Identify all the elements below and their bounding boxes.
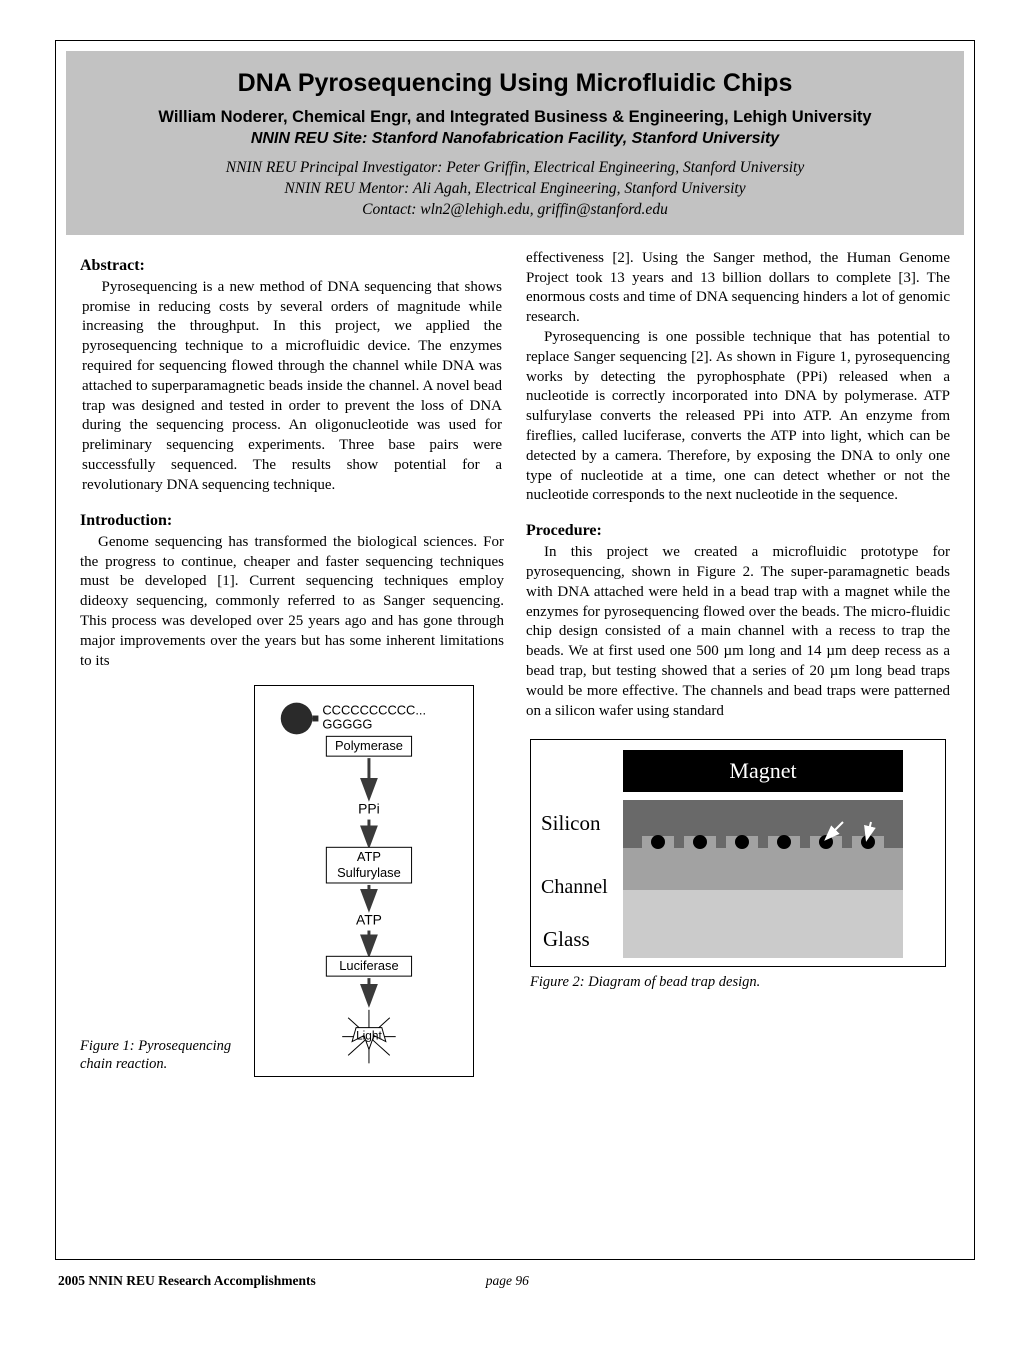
introduction-heading: Introduction: xyxy=(80,510,504,531)
channel-label: Channel xyxy=(541,874,608,900)
paper-header: DNA Pyrosequencing Using Microfluidic Ch… xyxy=(66,51,964,235)
footer-page: page 96 xyxy=(486,1273,529,1289)
page-footer: 2005 NNIN REU Research Accomplishments p… xyxy=(56,1273,974,1289)
author-line: William Noderer, Chemical Engr, and Inte… xyxy=(86,108,944,127)
silicon-label: Silicon xyxy=(541,810,601,838)
abstract-body: Pyrosequencing is a new method of DNA se… xyxy=(80,278,504,496)
figure-2-box: Magnet Silicon Beads Channel Glass xyxy=(530,739,946,967)
light-burst-icon: Light xyxy=(342,1010,396,1064)
light-label: Light xyxy=(356,1029,382,1043)
figure-2-wrap: Magnet Silicon Beads Channel Glass xyxy=(526,739,950,992)
polymerase-label: Polymerase xyxy=(335,739,403,754)
atp-label: ATP xyxy=(356,912,382,928)
intro-continuation: effectiveness [2]. Using the Sanger meth… xyxy=(526,249,950,328)
intro-paragraph-2: Pyrosequencing is one possible technique… xyxy=(526,328,950,506)
introduction-body: Genome sequencing has transformed the bi… xyxy=(80,533,504,672)
connector-icon xyxy=(312,716,318,722)
two-column-body: Abstract: Pyrosequencing is a new method… xyxy=(56,235,974,1092)
footer-label: 2005 NNIN REU Research Accomplishments xyxy=(58,1273,316,1289)
reu-site-line: NNIN REU Site: Stanford Nanofabrication … xyxy=(86,130,944,148)
ppi-label: PPi xyxy=(358,801,380,817)
glass-layer xyxy=(623,890,903,958)
abstract-heading: Abstract: xyxy=(80,255,504,276)
channel-layer xyxy=(623,848,903,890)
figure-1-wrap: Figure 1: Pyrosequencing chain reaction.… xyxy=(80,685,504,1081)
atp-label-line1: ATP xyxy=(357,850,381,865)
magnet-block: Magnet xyxy=(623,750,903,792)
abstract-section: Abstract: Pyrosequencing is a new method… xyxy=(80,255,504,496)
bead-icon xyxy=(281,703,313,735)
page-frame: DNA Pyrosequencing Using Microfluidic Ch… xyxy=(55,40,975,1260)
figure-1-diagram: CCCCCCCCCC... GGGGG Polymerase PPi ATP S… xyxy=(255,686,473,1076)
atp-sulf-label-line2: Sulfurylase xyxy=(337,865,401,880)
paper-title: DNA Pyrosequencing Using Microfluidic Ch… xyxy=(86,69,944,98)
mentor-line: NNIN REU Mentor: Ali Agah, Electrical En… xyxy=(86,179,944,200)
seq-bottom-text: GGGGG xyxy=(322,717,372,732)
figure-1-box: CCCCCCCCCC... GGGGG Polymerase PPi ATP S… xyxy=(254,685,474,1077)
figure-2-caption: Figure 2: Diagram of bead trap design. xyxy=(530,973,950,992)
pi-line: NNIN REU Principal Investigator: Peter G… xyxy=(86,158,944,179)
procedure-body: In this project we created a microfluidi… xyxy=(526,543,950,721)
contact-line: Contact: wln2@lehigh.edu, griffin@stanfo… xyxy=(86,200,944,221)
left-column: Abstract: Pyrosequencing is a new method… xyxy=(80,249,504,1082)
right-column: effectiveness [2]. Using the Sanger meth… xyxy=(526,249,950,1082)
procedure-heading: Procedure: xyxy=(526,520,950,541)
seq-top-text: CCCCCCCCCC... xyxy=(322,703,426,718)
glass-label: Glass xyxy=(543,926,590,954)
figure-1-caption: Figure 1: Pyrosequencing chain reaction. xyxy=(80,1037,250,1073)
luciferase-label: Luciferase xyxy=(339,959,398,974)
